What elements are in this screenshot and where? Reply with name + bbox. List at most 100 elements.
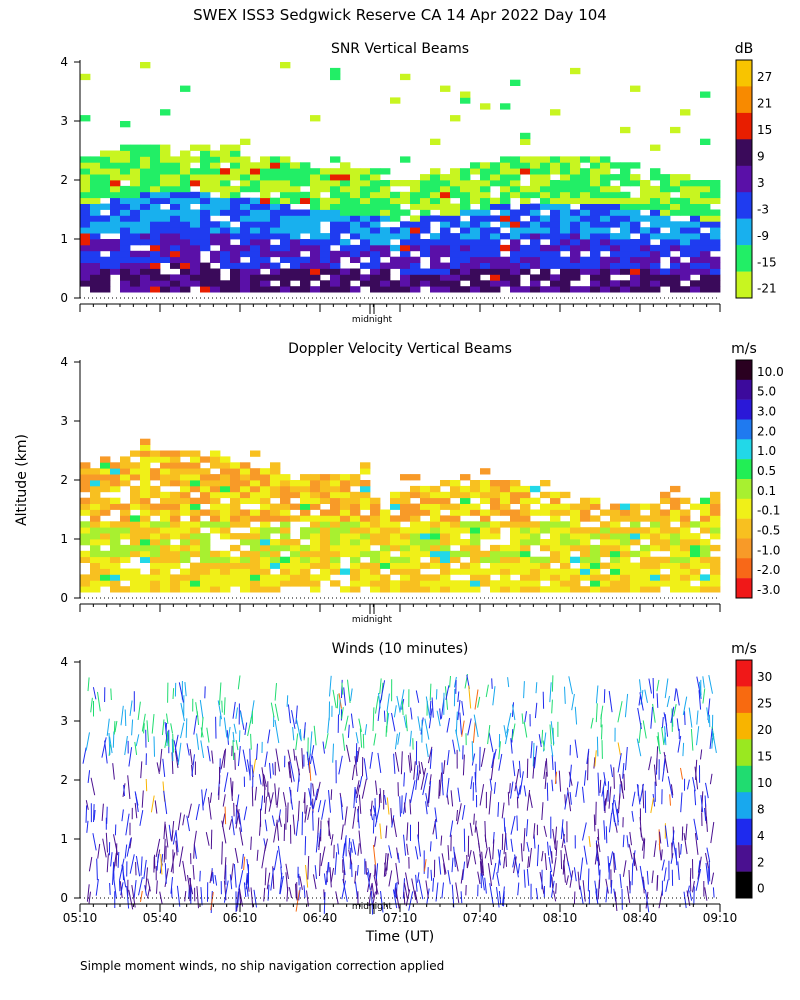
snr-cell xyxy=(160,150,171,157)
doppler-cell xyxy=(350,556,361,563)
wind-barb xyxy=(579,857,584,881)
wind-barb xyxy=(622,763,625,779)
wind-barb xyxy=(109,882,111,895)
wind-barb xyxy=(126,838,132,857)
snr-cell xyxy=(590,244,601,252)
snr-cell xyxy=(550,185,561,193)
snr-cell xyxy=(180,239,191,246)
snr-cell xyxy=(130,268,141,275)
doppler-cell xyxy=(490,480,501,487)
panel-2: 0123410.05.03.02.01.00.50.1-0.1-0.5-1.0-… xyxy=(60,355,784,614)
doppler-cell xyxy=(700,586,711,593)
snr-cell xyxy=(420,280,431,287)
doppler-cell xyxy=(390,562,401,569)
doppler-cell xyxy=(100,480,111,487)
doppler-cell xyxy=(110,533,121,540)
doppler-cell xyxy=(470,485,481,493)
snr-cell xyxy=(400,233,411,240)
doppler-cell xyxy=(700,556,711,563)
doppler-cell xyxy=(230,485,241,493)
doppler-cell xyxy=(680,515,691,522)
wind-barb xyxy=(177,812,182,831)
snr-cell xyxy=(440,274,451,281)
wind-barb xyxy=(414,890,418,904)
doppler-cell xyxy=(270,580,281,587)
snr-cell xyxy=(330,215,341,222)
snr-cell xyxy=(540,268,551,275)
snr-cell xyxy=(610,268,621,275)
snr-cell xyxy=(150,197,161,204)
doppler-cell xyxy=(570,586,581,593)
snr-cell xyxy=(690,185,701,193)
snr-cell xyxy=(650,221,661,228)
wind-barb xyxy=(369,751,373,769)
snr-cell xyxy=(200,244,211,252)
snr-cell xyxy=(250,262,261,269)
snr-cell xyxy=(590,162,601,169)
snr-cell xyxy=(500,215,511,222)
snr-cell xyxy=(450,280,461,287)
snr-cell xyxy=(150,209,161,216)
wind-barb xyxy=(441,882,444,899)
doppler-cell xyxy=(280,568,291,575)
doppler-cell xyxy=(250,497,261,504)
snr-cell xyxy=(190,197,201,204)
wind-barb xyxy=(375,780,378,796)
wind-barb xyxy=(379,678,382,695)
snr-cell xyxy=(550,162,561,169)
wind-barb xyxy=(386,797,390,815)
doppler-cell xyxy=(250,480,261,487)
snr-cell xyxy=(80,168,91,175)
doppler-cell xyxy=(290,544,301,552)
wind-barb xyxy=(141,713,146,732)
snr-cell xyxy=(510,156,521,163)
snr-cell xyxy=(80,156,91,163)
wind-barb xyxy=(379,680,386,703)
doppler-cell xyxy=(420,491,431,499)
wind-barb xyxy=(117,851,120,868)
snr-cell xyxy=(510,286,521,293)
snr-cell xyxy=(90,233,101,240)
snr-cell xyxy=(250,239,261,246)
wind-barb xyxy=(564,686,566,704)
wind-barb xyxy=(514,768,520,792)
wind-barb xyxy=(391,712,396,732)
wind-barb xyxy=(503,833,507,855)
snr-cell xyxy=(380,274,391,281)
doppler-cell xyxy=(390,491,401,499)
wind-barb xyxy=(135,855,141,877)
doppler-cell xyxy=(250,515,261,522)
snr-cell xyxy=(310,209,321,216)
wind-barb xyxy=(625,746,628,771)
snr-cell xyxy=(210,268,221,275)
snr-cell xyxy=(520,268,531,275)
snr-cell xyxy=(710,286,721,293)
snr-cell xyxy=(340,203,351,210)
wind-barb xyxy=(295,755,301,776)
doppler-cell xyxy=(80,480,91,487)
doppler-cell xyxy=(300,491,311,499)
snr-cell xyxy=(180,156,191,163)
colorbar-swatch xyxy=(736,518,752,539)
wind-barb xyxy=(287,749,291,762)
wind-barb xyxy=(429,683,432,701)
doppler-cell xyxy=(470,503,481,510)
doppler-cell xyxy=(180,480,191,487)
wind-barb xyxy=(263,774,267,787)
doppler-cell xyxy=(680,580,691,587)
wind-barb xyxy=(356,747,360,763)
wind-barb xyxy=(147,878,151,892)
doppler-cell xyxy=(140,485,151,493)
doppler-cell xyxy=(560,580,571,587)
snr-cell xyxy=(570,168,581,175)
snr-cell xyxy=(600,174,611,181)
doppler-cell xyxy=(90,515,101,522)
snr-cell xyxy=(360,280,371,287)
wind-barb xyxy=(617,742,621,756)
doppler-cell xyxy=(620,568,631,575)
snr-cell xyxy=(140,239,151,246)
wind-barb xyxy=(428,708,433,729)
wind-barb xyxy=(129,700,133,716)
snr-cell xyxy=(390,280,401,287)
snr-cell xyxy=(190,156,201,163)
